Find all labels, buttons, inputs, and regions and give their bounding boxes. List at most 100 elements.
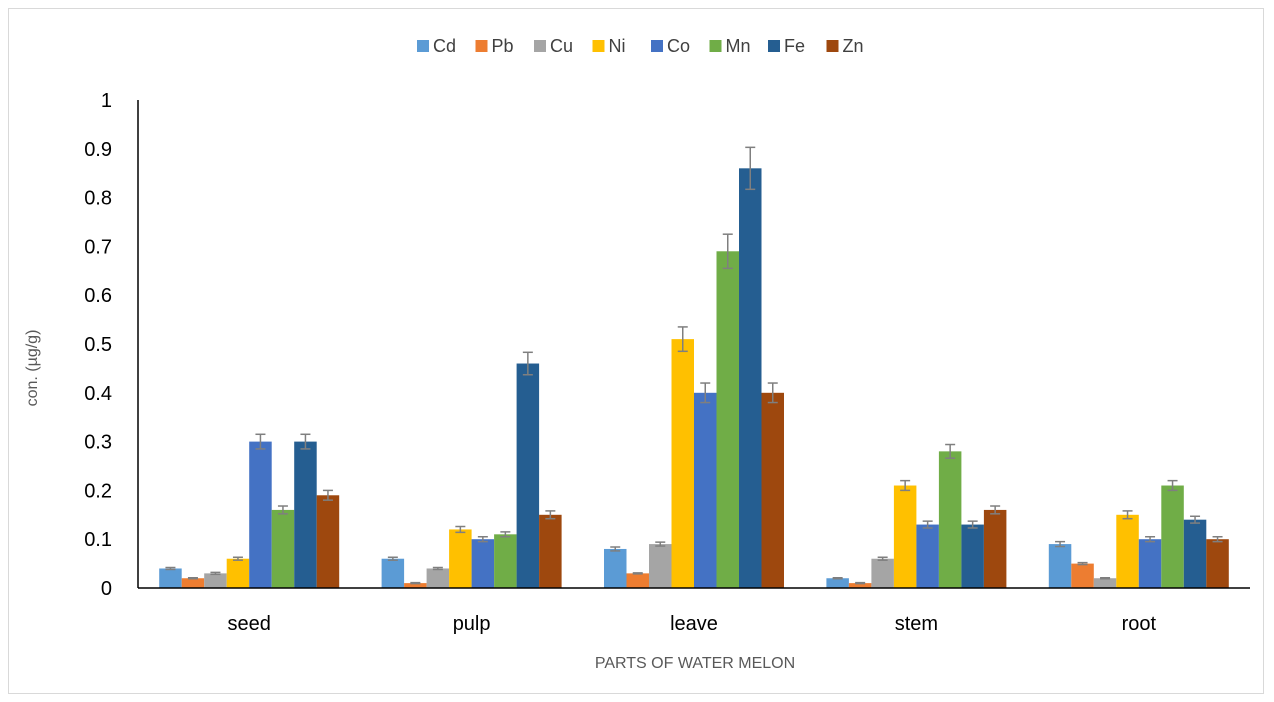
bar-co-leave (694, 392, 717, 588)
bar-cu-leave (649, 544, 672, 588)
error-bar-fe-seed (300, 433, 311, 450)
legend-item-zn: Zn (826, 36, 864, 56)
error-bar-cu-root (1100, 577, 1111, 580)
legend-item-pb: Pb (475, 36, 514, 56)
error-bar-ni-leave (677, 326, 688, 353)
error-bar-cd-pulp (387, 556, 398, 561)
legend-swatch (651, 40, 663, 52)
bar-mn-stem (938, 451, 962, 588)
error-bar-mn-root (1167, 479, 1178, 492)
bar-co-stem (916, 524, 939, 588)
x-category-label: seed (228, 613, 271, 635)
bar-ni-pulp (449, 529, 472, 588)
error-bar-cu-seed (210, 571, 221, 576)
bar-zn-seed (316, 495, 340, 588)
x-category-label: pulp (453, 613, 491, 635)
legend-item-cu: Cu (534, 36, 573, 56)
error-bar-zn-leave (767, 382, 778, 404)
x-category-label: root (1122, 613, 1157, 635)
error-bar-pb-seed (187, 577, 198, 580)
bar-cd-root (1048, 544, 1072, 588)
error-bar-co-pulp (477, 536, 488, 543)
legend-swatch (592, 40, 605, 52)
bar-cu-stem (871, 558, 894, 588)
error-bar-pb-stem (855, 581, 866, 585)
error-bar-fe-leave (745, 146, 756, 191)
error-bar-fe-root (1190, 515, 1201, 524)
error-bar-zn-root (1212, 536, 1223, 543)
bar-pb-stem (848, 583, 872, 588)
bar-pb-leave (626, 573, 649, 588)
bar-co-root (1138, 539, 1162, 588)
bar-mn-leave (716, 251, 739, 588)
bar-fe-root (1183, 519, 1207, 588)
legend-label: Fe (784, 36, 805, 56)
error-bar-cd-stem (832, 577, 843, 580)
axes (137, 100, 1250, 589)
bar-zn-stem (983, 509, 1007, 588)
error-bar-co-root (1145, 536, 1156, 543)
bar-fe-seed (294, 441, 317, 588)
legend-swatch (475, 40, 488, 52)
y-tick-label: 0.5 (84, 334, 112, 356)
x-axis-title: PARTS OF WATER MELON (595, 655, 795, 672)
legend: Cd Pb Cu Ni Co Mn Fe Zn (417, 36, 864, 56)
y-tick-label: 0 (101, 578, 112, 600)
legend-label: Cu (550, 36, 573, 56)
y-axis-ticks: 0 0.1 0.2 0.3 0.4 0.5 0.6 0.7 0.8 0.9 1 (84, 90, 112, 600)
legend-label: Co (667, 36, 690, 56)
bar-pb-root (1071, 563, 1094, 588)
legend-label: Zn (843, 36, 864, 56)
bar-cu-root (1093, 578, 1117, 588)
error-bar-ni-root (1122, 510, 1133, 520)
error-bar-zn-pulp (545, 510, 556, 520)
error-bar-co-leave (700, 382, 711, 404)
bar-pb-pulp (404, 583, 427, 588)
legend-item-mn: Mn (709, 36, 751, 56)
bar-zn-root (1206, 539, 1229, 588)
legend-item-cd: Cd (417, 36, 456, 56)
legend-swatch (534, 40, 546, 52)
y-tick-label: 0.3 (84, 432, 112, 454)
chart-frame (8, 8, 1264, 694)
y-tick-label: 0.7 (84, 236, 112, 258)
error-bar-mn-pulp (500, 531, 511, 538)
error-bar-co-stem (922, 520, 933, 529)
error-bar-zn-stem (990, 505, 1001, 515)
bar-pb-seed (181, 578, 205, 588)
error-bar-cd-root (1055, 540, 1066, 548)
error-bar-cd-seed (165, 566, 176, 571)
error-bar-ni-pulp (455, 525, 466, 534)
legend-item-ni: Ni (592, 36, 626, 56)
y-tick-label: 0.4 (84, 383, 112, 405)
bar-cu-seed (204, 573, 227, 588)
legend-swatch (768, 40, 780, 52)
error-bar-fe-stem (967, 520, 978, 529)
x-category-label: leave (670, 613, 718, 635)
legend-label: Cd (433, 36, 456, 56)
legend-item-co: Co (651, 36, 690, 56)
legend-swatch (826, 40, 839, 52)
error-bars (165, 146, 1223, 585)
error-bar-co-seed (255, 433, 266, 450)
error-bar-ni-stem (900, 479, 911, 492)
x-category-label: stem (895, 613, 938, 635)
bar-cd-stem (826, 578, 849, 588)
error-bar-ni-seed (232, 556, 243, 561)
error-bar-fe-pulp (522, 351, 533, 376)
bar-mn-root (1161, 485, 1184, 588)
error-bar-pb-pulp (410, 581, 421, 585)
error-bar-zn-seed (322, 489, 333, 501)
bar-cd-leave (604, 548, 627, 588)
bar-zn-pulp (539, 514, 562, 588)
legend-label: Ni (609, 36, 626, 56)
error-bar-cd-leave (610, 546, 621, 552)
bar-fe-leave (739, 168, 762, 588)
bar-fe-pulp (516, 363, 540, 588)
error-bar-mn-stem (945, 443, 956, 459)
error-bar-pb-leave (632, 572, 643, 575)
bar-cu-pulp (426, 568, 450, 588)
y-tick-label: 0.6 (84, 285, 112, 307)
bar-ni-leave (671, 339, 694, 588)
